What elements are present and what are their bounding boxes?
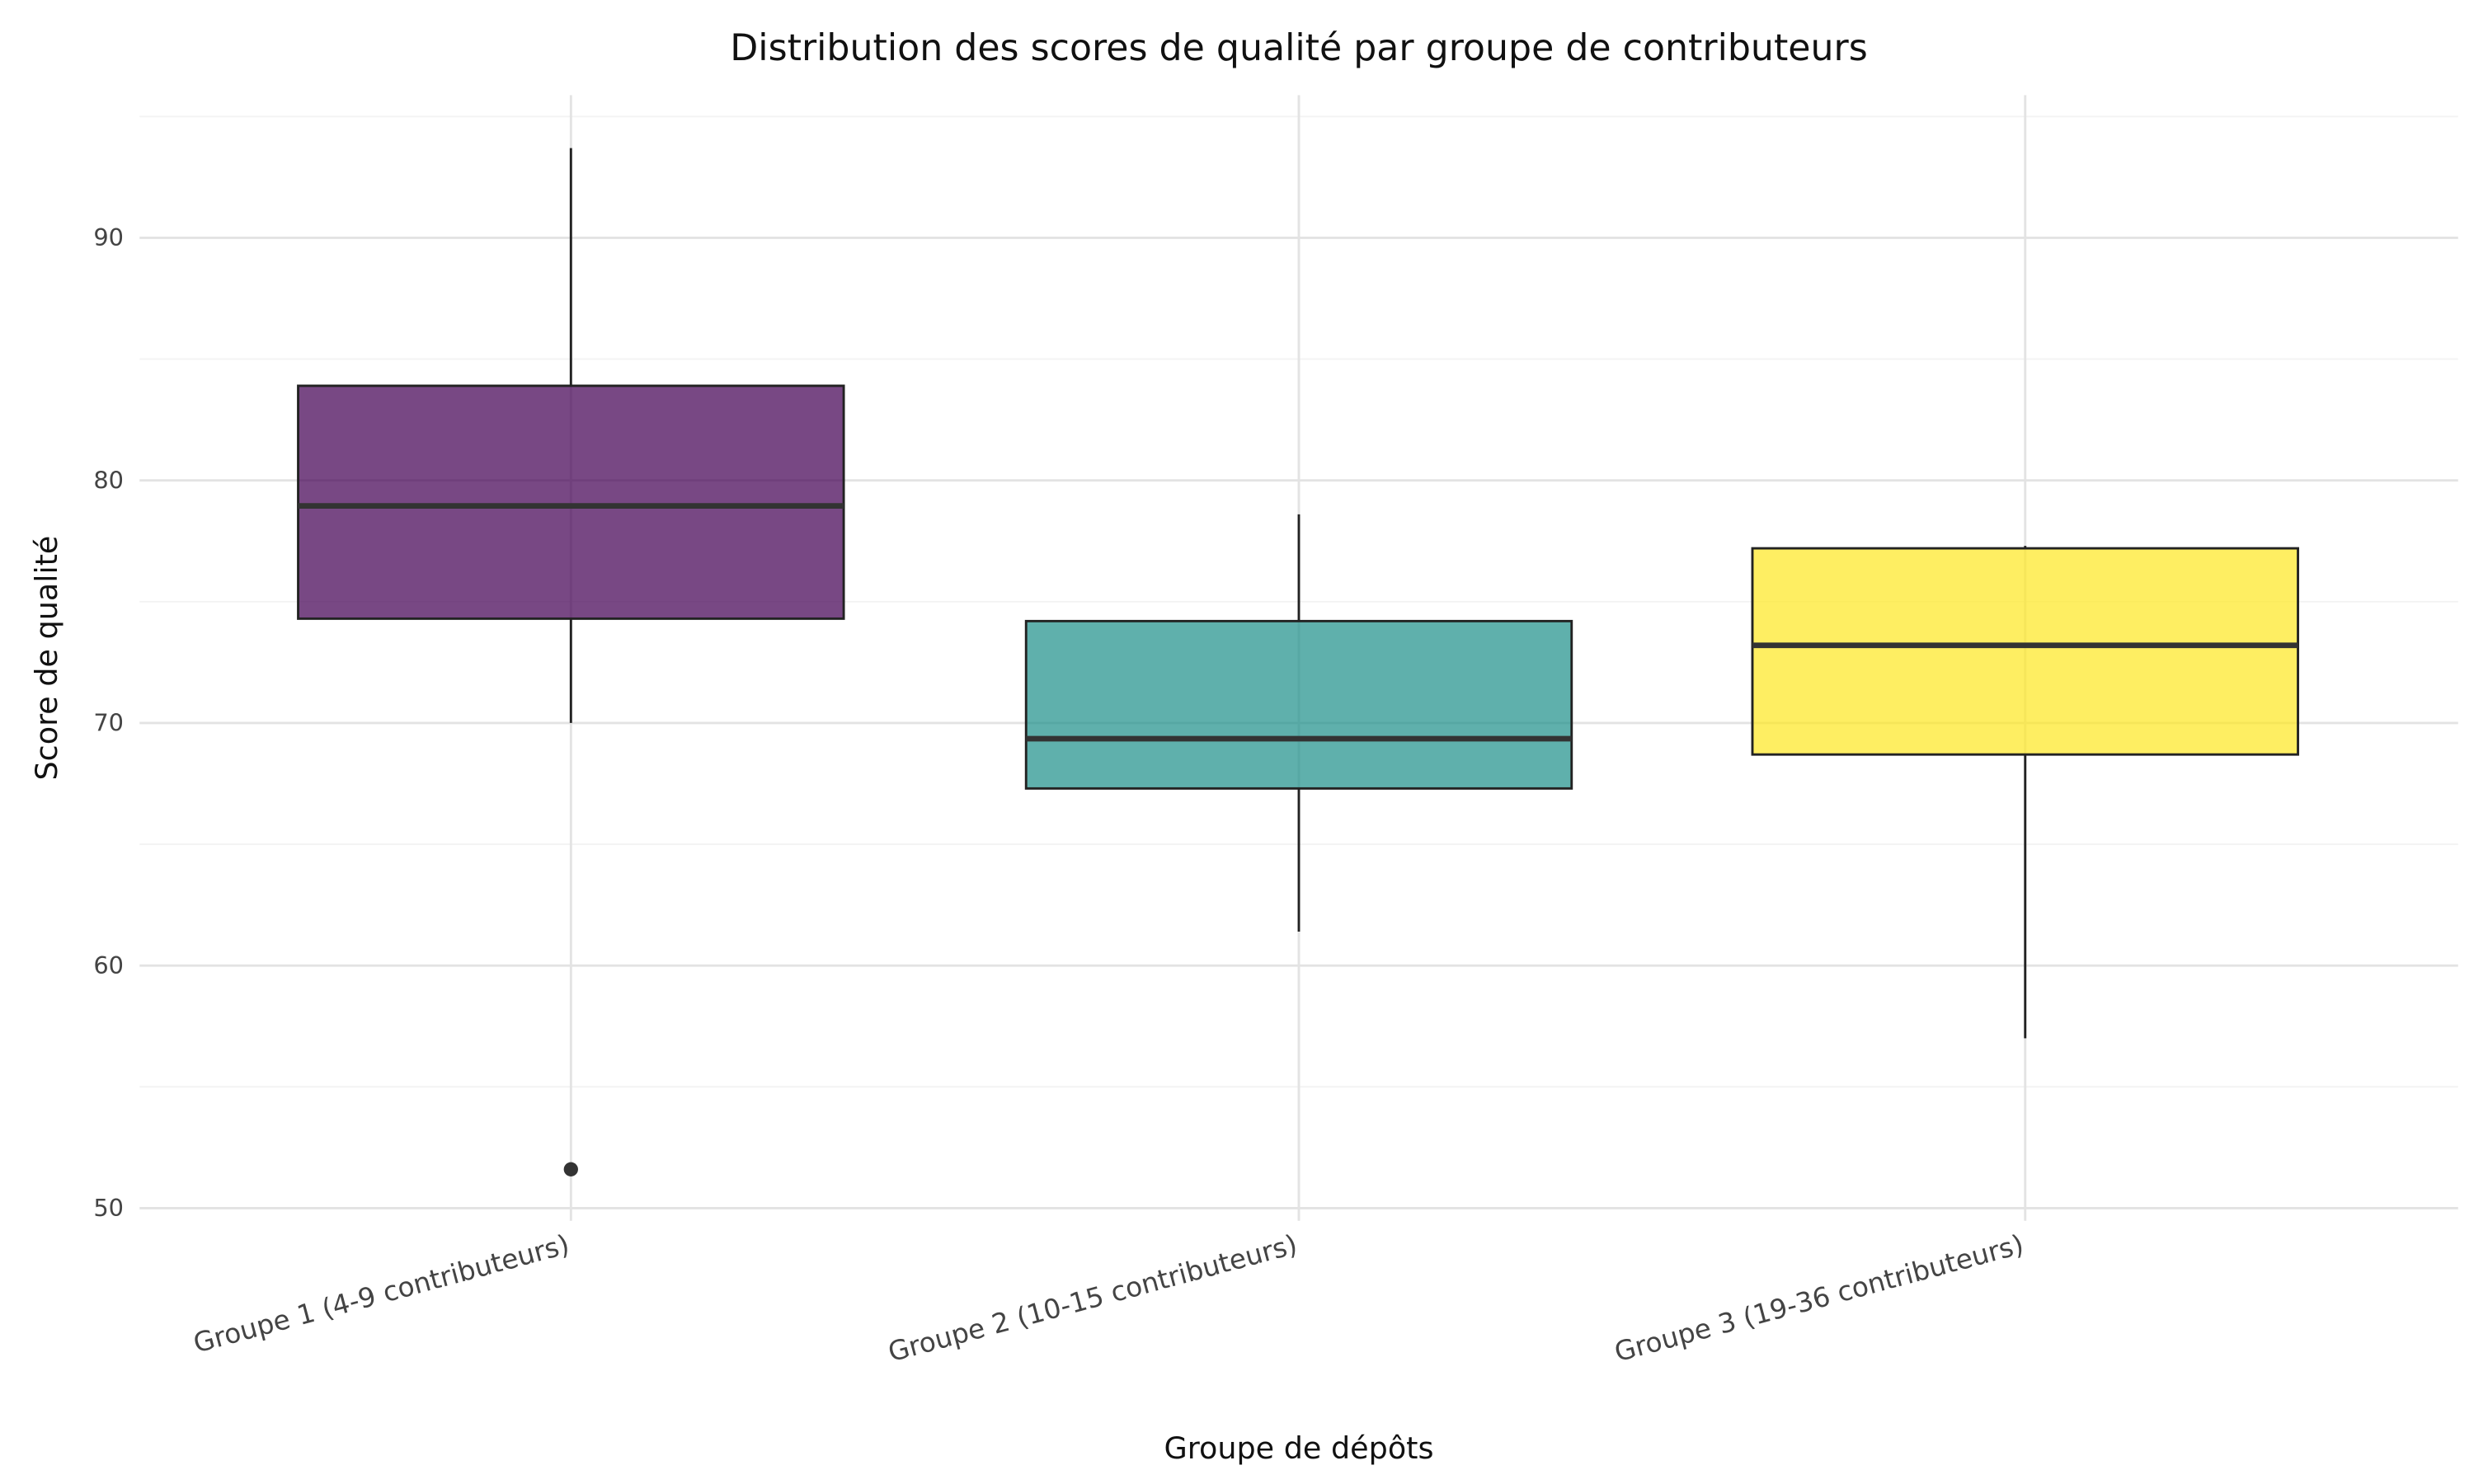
y-tick-label: 50 <box>93 1194 124 1222</box>
y-tick-label: 70 <box>93 709 124 737</box>
outlier-point <box>563 1162 578 1176</box>
x-tick-label: Groupe 2 (10-15 contributeurs) <box>885 1228 1300 1368</box>
y-axis-ticks: 50 60 70 80 90 <box>93 223 124 1222</box>
x-axis-ticks: Groupe 1 (4-9 contributeurs) Groupe 2 (10… <box>190 1228 2026 1368</box>
box <box>1751 547 2299 756</box>
x-axis-label: Groupe de dépôts <box>1164 1430 1434 1466</box>
box <box>297 384 845 620</box>
y-axis-label: Score de qualité <box>29 536 64 781</box>
x-tick-label: Groupe 3 (19-36 contributeurs) <box>1611 1228 2027 1368</box>
box <box>1024 619 1573 790</box>
x-tick-label: Groupe 1 (4-9 contributeurs) <box>190 1228 572 1359</box>
chart-title: Distribution des scores de qualité par g… <box>730 27 1867 69</box>
y-tick-label: 80 <box>93 466 124 494</box>
y-tick-label: 90 <box>93 223 124 251</box>
y-tick-label: 60 <box>93 951 124 979</box>
boxes <box>297 148 2299 1176</box>
